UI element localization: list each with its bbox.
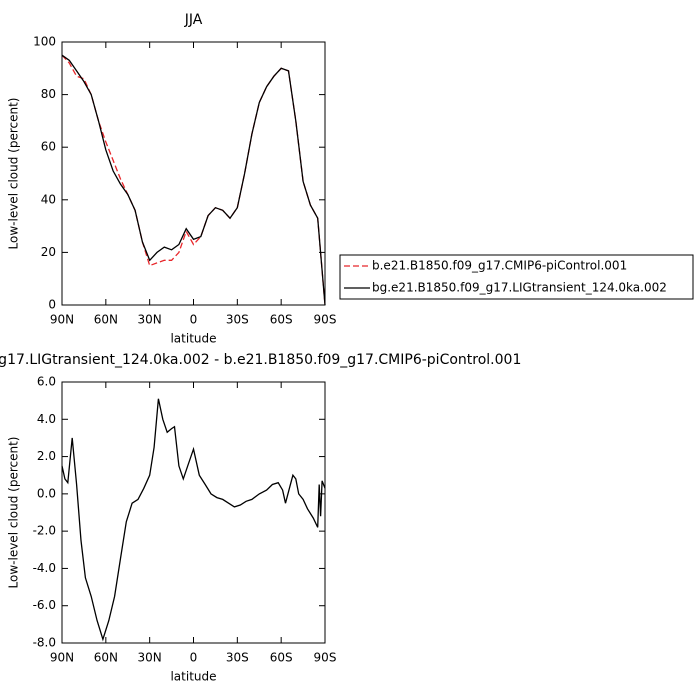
y-tick-label: 0	[48, 298, 56, 312]
x-tick-label: 90N	[50, 651, 74, 665]
data-line	[61, 54, 326, 306]
plot-frame	[61, 41, 326, 306]
y-tick-label: -6.0	[33, 598, 56, 612]
x-tick-label: 30S	[226, 313, 249, 327]
x-tick-label: 90N	[50, 313, 74, 327]
x-axis-label: latitude	[170, 332, 216, 346]
legend-label: bg.e21.B1850.f09_g17.LIGtransient_124.0k…	[372, 281, 667, 295]
y-tick-label: -2.0	[33, 524, 56, 538]
data-line	[61, 398, 326, 642]
y-tick-label: -4.0	[33, 561, 56, 575]
legend-box	[339, 254, 694, 300]
x-tick-label: 0	[190, 313, 198, 327]
legend-label: b.e21.B1850.f09_g17.CMIP6-piControl.001	[372, 259, 627, 273]
x-tick-label: 60S	[270, 651, 293, 665]
y-tick-label: 2.0	[37, 449, 56, 463]
y-tick-label: 60	[41, 140, 56, 154]
y-axis-label: Low-level cloud (percent)	[7, 98, 21, 250]
plot-frame	[61, 381, 326, 644]
chart-title: JJA	[184, 12, 203, 28]
chart-title: bg.e21.B1850.f09_g17.LIGtransient_124.0k…	[0, 352, 521, 368]
x-tick-label: 60S	[270, 313, 293, 327]
x-tick-label: 30N	[138, 651, 162, 665]
x-tick-label: 90S	[314, 313, 337, 327]
y-tick-label: 40	[41, 192, 56, 206]
y-tick-label: 4.0	[37, 412, 56, 426]
y-tick-label: 80	[41, 87, 56, 101]
y-tick-label: 0.0	[37, 486, 56, 500]
x-tick-label: 30N	[138, 313, 162, 327]
x-tick-label: 60N	[94, 313, 118, 327]
x-tick-label: 90S	[314, 651, 337, 665]
y-axis-label: Low-level cloud (percent)	[7, 437, 21, 589]
y-tick-label: 6.0	[37, 375, 56, 389]
data-line	[61, 54, 326, 306]
y-tick-label: 100	[33, 35, 56, 49]
x-tick-label: 60N	[94, 651, 118, 665]
y-tick-label: 20	[41, 245, 56, 259]
y-tick-label: -8.0	[33, 636, 56, 650]
x-tick-label: 0	[190, 651, 198, 665]
x-axis-label: latitude	[170, 670, 216, 684]
x-tick-label: 30S	[226, 651, 249, 665]
